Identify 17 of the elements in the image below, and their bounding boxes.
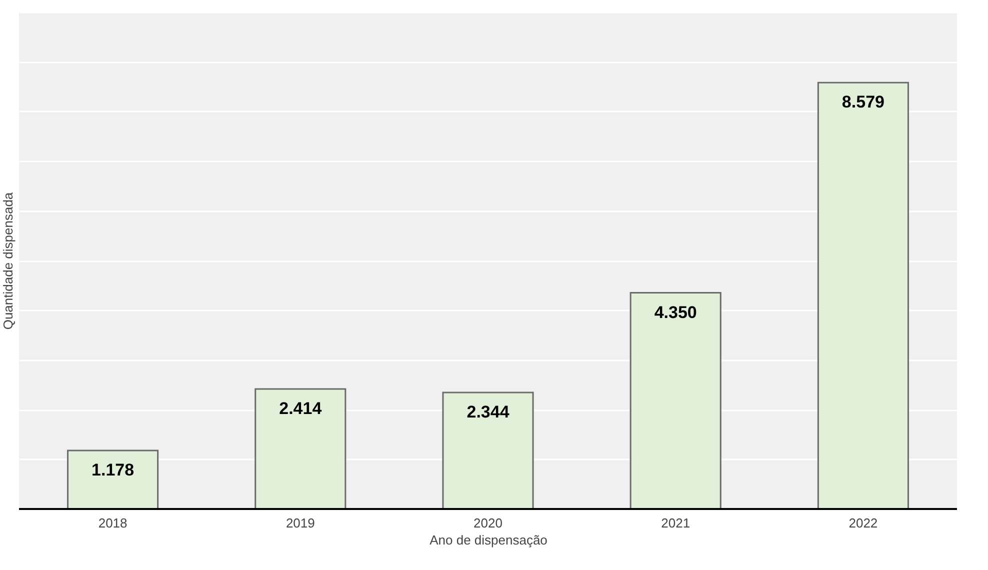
data-label: 4.350 xyxy=(654,302,697,322)
bar xyxy=(254,388,346,510)
data-label: 8.579 xyxy=(842,92,884,112)
x-tick-label: 2018 xyxy=(98,516,128,530)
bar xyxy=(67,450,159,510)
data-label: 2.414 xyxy=(279,399,322,418)
x-tick-label: 2019 xyxy=(286,516,315,530)
x-tick-label: 2021 xyxy=(661,516,690,530)
y-axis-title: Quantidade dispensada xyxy=(0,192,16,330)
x-tick-label: 2022 xyxy=(848,516,878,530)
bar xyxy=(630,292,722,510)
x-tick-label: 2020 xyxy=(474,516,502,530)
data-label: 2.344 xyxy=(466,402,510,422)
bar xyxy=(817,82,909,510)
data-label: 1.178 xyxy=(92,460,134,480)
x-axis-title: Ano de dispensação xyxy=(430,532,548,548)
bar xyxy=(442,392,534,510)
